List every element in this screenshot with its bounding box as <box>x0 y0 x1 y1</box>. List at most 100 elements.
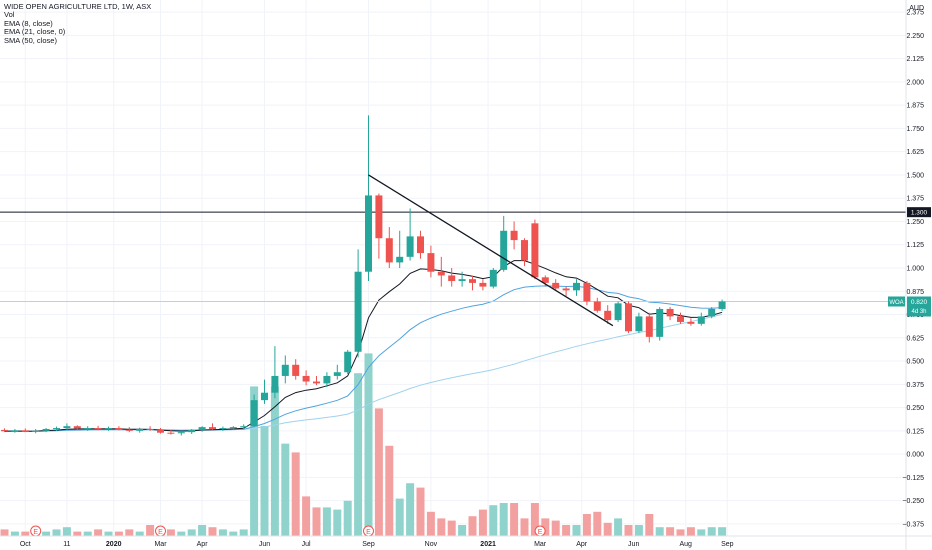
candle-body <box>198 427 206 430</box>
candle-body <box>125 429 133 431</box>
candle <box>479 279 487 291</box>
candle-body <box>385 238 393 263</box>
volume-bar <box>530 503 539 536</box>
candle-body <box>510 230 518 241</box>
earnings-marker-label: E <box>366 529 371 536</box>
candle-body <box>718 301 726 309</box>
x-tick-label: Nov <box>425 541 438 548</box>
candle-body <box>32 430 40 432</box>
sma50-line <box>4 313 723 432</box>
candle-body <box>188 429 196 433</box>
y-tick-label: 1.250 <box>906 219 924 226</box>
volume-bar <box>73 531 82 536</box>
candle-body <box>666 308 674 317</box>
candle-body <box>396 256 404 263</box>
candle <box>583 281 591 306</box>
legend-ema8[interactable]: EMA (8, close) <box>4 18 53 28</box>
earnings-marker-label: E <box>33 529 38 536</box>
last-price-text: 0.820 <box>911 299 928 306</box>
y-tick-label: −0.375 <box>902 521 924 528</box>
candle-body <box>645 316 653 337</box>
y-tick-label: 2.250 <box>906 33 924 40</box>
volume-bar <box>312 507 321 536</box>
candle-body <box>105 428 112 430</box>
volume-bar <box>322 507 331 536</box>
x-tick-label: Jun <box>259 541 270 548</box>
chart-legend: WIDE OPEN AGRICULTURE LTD, 1W, ASX Vol E… <box>4 2 151 45</box>
volume-bar <box>499 503 508 536</box>
candle-body <box>573 282 580 291</box>
candle-body <box>541 277 549 283</box>
candle-body <box>209 427 216 429</box>
volume-bar <box>426 511 435 536</box>
x-tick-label: Mar <box>154 541 167 548</box>
candle <box>614 301 622 322</box>
candle <box>32 428 40 434</box>
candle <box>687 318 695 326</box>
candle <box>562 286 570 296</box>
volume-bar <box>510 503 519 536</box>
x-tick-label: Sep <box>362 541 375 548</box>
candle-body <box>177 432 185 434</box>
y-tick-label: 2.000 <box>906 79 924 86</box>
x-tick-label: Apr <box>576 541 588 548</box>
hline-price-text: 1.300 <box>911 210 928 217</box>
volume-bar <box>229 531 238 536</box>
candle-body <box>489 269 497 287</box>
candle <box>552 279 560 291</box>
candle <box>417 230 424 259</box>
volume-bar <box>624 525 633 536</box>
volume-bar <box>395 498 404 536</box>
symbol-tag-text: WOA <box>889 300 903 306</box>
candle-body <box>677 316 684 322</box>
candle-body <box>604 310 612 321</box>
bar-countdown-text: 4d 3h <box>911 309 926 315</box>
candle <box>115 426 123 431</box>
candle-body <box>1 429 8 432</box>
price-scale-bg <box>906 0 932 550</box>
y-tick-label: 1.000 <box>906 266 924 273</box>
legend-sma50[interactable]: SMA (50, close) <box>4 35 57 45</box>
candle-body <box>656 308 664 337</box>
x-tick-label: Oct <box>20 541 31 548</box>
y-tick-label: 1.750 <box>906 126 924 133</box>
candle <box>167 429 175 435</box>
candle-body <box>146 428 154 430</box>
candle-body <box>281 364 289 376</box>
candle-body <box>593 301 601 311</box>
legend-ema21[interactable]: EMA (21, close, 0) <box>4 27 66 37</box>
candle-body <box>687 321 695 324</box>
ema8-line <box>4 260 723 432</box>
ema21-line <box>4 285 723 432</box>
volume-bar <box>385 445 394 536</box>
candle <box>177 430 185 436</box>
trendline <box>368 174 614 327</box>
x-tick-label: Sep <box>721 541 734 548</box>
candle <box>645 312 653 343</box>
candle-body <box>458 279 466 282</box>
volume-bar <box>645 514 654 536</box>
volume-bar <box>83 531 92 536</box>
legend-vol[interactable]: Vol <box>4 10 15 20</box>
volume-bar <box>489 505 498 536</box>
candle-body <box>219 428 227 430</box>
volume-bar <box>250 386 259 536</box>
candle-body <box>562 288 570 291</box>
x-tick-label: Jul <box>302 541 311 548</box>
candle <box>209 423 216 430</box>
candle-body <box>448 275 456 282</box>
candle-body <box>427 253 435 272</box>
candle <box>11 428 19 433</box>
candle <box>53 426 60 431</box>
volume-bar <box>166 529 175 536</box>
y-tick-label: 2.375 <box>906 10 924 17</box>
volume-bar <box>562 525 571 536</box>
candle-body <box>21 430 29 432</box>
y-tick-label: 1.125 <box>906 242 924 249</box>
candle <box>406 208 414 261</box>
candle-body <box>115 428 123 430</box>
candle-body <box>375 195 383 239</box>
y-tick-label: 0.500 <box>906 359 924 366</box>
volume-bar <box>666 527 675 536</box>
